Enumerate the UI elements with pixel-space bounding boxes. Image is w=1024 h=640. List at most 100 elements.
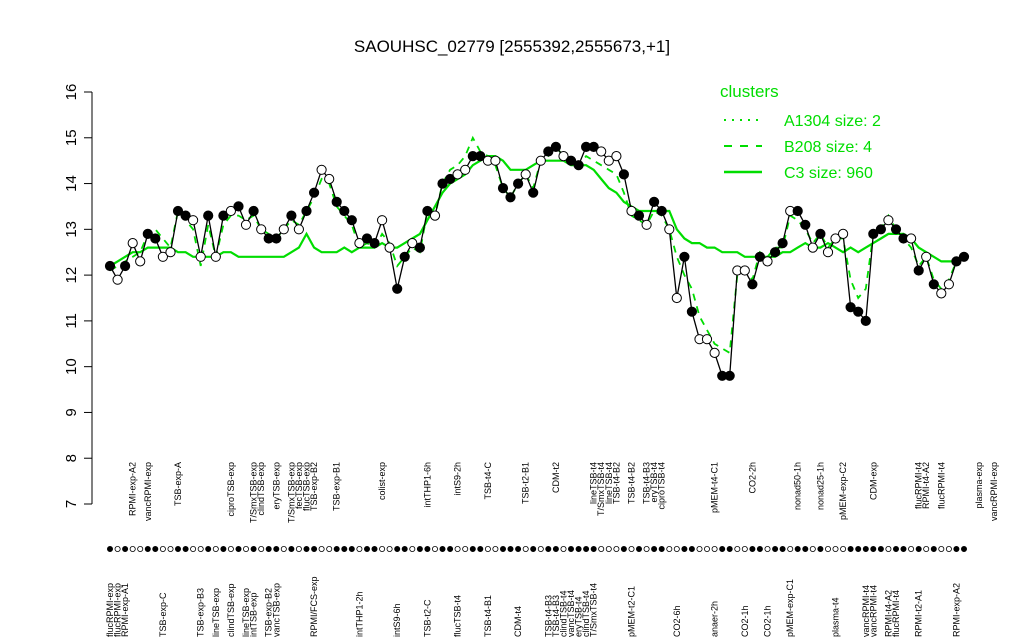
- bottom-sample-label: TSB-exp-B3: [196, 588, 206, 637]
- profile-point: [656, 205, 667, 217]
- top-sample-label: T/SmxTSB-exp: [249, 462, 259, 523]
- profile-point: [278, 224, 289, 235]
- profile-point: [868, 228, 879, 239]
- top-sample-label: nonad50-1h: [793, 462, 803, 510]
- sample-rug: [107, 546, 968, 553]
- profile-point: [256, 224, 267, 235]
- bottom-sample-label: TSB-t4-B1: [483, 595, 493, 637]
- bottom-sample-label: flucRPMI-exp: [105, 583, 115, 637]
- bottom-sample-label: TSB-t4-B3: [543, 595, 553, 637]
- profile-point: [172, 205, 184, 217]
- y-tick-label: 8: [63, 454, 80, 462]
- profile-point: [807, 242, 818, 253]
- bottom-sample-label: pMEM-t2-C1: [627, 586, 637, 637]
- bottom-sample-label: CDM-t4: [513, 606, 523, 637]
- top-sample-label: pMEM-t4-C1: [710, 462, 720, 513]
- rug-mark: [764, 546, 771, 553]
- chart-title: SAOUHSC_02779 [2555392,2555673,+1]: [354, 37, 670, 56]
- bottom-sample-label: vancRPMI-t4: [868, 585, 878, 637]
- rug-mark: [893, 546, 900, 553]
- y-tick-label: 7: [63, 500, 80, 508]
- top-sample-label: lineTSB-t4: [589, 462, 599, 504]
- rug-mark: [643, 546, 650, 553]
- rug-mark: [401, 546, 408, 553]
- profile-point: [762, 256, 773, 267]
- rug-mark: [537, 546, 544, 553]
- y-tick-label: 10: [63, 358, 80, 375]
- bottom-sample-label: pMEM-exp-C1: [785, 579, 795, 637]
- rug-mark: [507, 546, 514, 553]
- profile-point: [822, 247, 834, 258]
- profile-point: [392, 283, 403, 294]
- rug-mark: [545, 546, 552, 553]
- rug-mark: [431, 546, 438, 553]
- profile-point: [422, 205, 433, 217]
- rug-mark: [280, 546, 287, 553]
- profile-point: [301, 205, 312, 217]
- profile-point: [520, 169, 531, 180]
- rug-mark: [809, 546, 816, 553]
- rug-mark: [190, 546, 197, 553]
- profile-point: [543, 146, 554, 157]
- bottom-sample-label: TSB-exp-C: [158, 592, 168, 637]
- profile-point: [686, 306, 698, 317]
- top-sample-label: nonad25-1h: [815, 462, 825, 510]
- rug-mark: [273, 546, 280, 553]
- rug-mark: [311, 546, 318, 553]
- top-sample-label: TSB-t4-B2: [611, 462, 621, 504]
- rug-mark: [877, 546, 884, 553]
- rug-mark: [696, 546, 703, 553]
- top-sample-label: T/SmxTSB-t4: [596, 462, 606, 516]
- profile-point: [369, 238, 380, 249]
- rug-mark: [409, 546, 416, 553]
- profile-point: [188, 215, 199, 226]
- top-sample-label: flucTSB-exp: [302, 462, 312, 511]
- rug-mark: [794, 546, 801, 553]
- profile-point: [195, 251, 206, 262]
- bottom-sample-label: CO2-1h: [763, 605, 773, 637]
- profile-point: [346, 215, 357, 226]
- rug-mark: [575, 546, 582, 553]
- profile-point: [475, 151, 486, 162]
- rug-mark: [333, 546, 340, 553]
- bottom-sample-label: CO2-6h: [672, 605, 682, 637]
- rug-mark: [288, 546, 295, 553]
- top-sample-label: eryTSB-exp: [271, 462, 281, 510]
- profile-point: [452, 169, 463, 180]
- profile-point: [286, 210, 297, 221]
- bottom-sample-label: flucRPMI-exp: [113, 583, 123, 637]
- rug-mark: [666, 546, 673, 553]
- profile-point: [649, 196, 660, 207]
- rug-mark: [711, 546, 718, 553]
- top-sample-label: clindTSB-exp: [256, 462, 266, 516]
- rug-mark: [583, 546, 590, 553]
- top-sample-label: CDM-exp: [868, 462, 878, 500]
- rug-mark: [560, 546, 567, 553]
- rug-mark: [590, 546, 597, 553]
- profile-point: [618, 169, 630, 180]
- profile-point: [724, 370, 735, 381]
- rug-mark: [379, 546, 386, 553]
- profile-point: [445, 173, 456, 185]
- profile-point: [339, 205, 350, 217]
- rug-mark: [961, 546, 968, 553]
- rug-mark: [953, 546, 960, 553]
- rug-mark: [688, 546, 695, 553]
- top-sample-label: TSB-t4-C: [483, 462, 493, 500]
- rug-mark: [197, 546, 204, 553]
- top-sample-label: TSB-exp-B2: [309, 462, 319, 511]
- profile-point: [943, 279, 955, 290]
- profile-point: [361, 233, 373, 244]
- profile-point: [316, 164, 327, 175]
- profile-point: [747, 279, 758, 290]
- rug-mark: [719, 546, 726, 553]
- bottom-sample-label: lineTSB-exp: [211, 588, 221, 637]
- profile-point: [951, 256, 962, 267]
- bottom-sample-label: vancTSB-t4: [566, 590, 576, 637]
- profile-point: [883, 215, 894, 226]
- rug-mark: [129, 546, 136, 553]
- rug-mark: [522, 546, 529, 553]
- profile-point: [641, 219, 652, 230]
- rug-mark: [787, 546, 794, 553]
- rug-mark: [749, 546, 756, 553]
